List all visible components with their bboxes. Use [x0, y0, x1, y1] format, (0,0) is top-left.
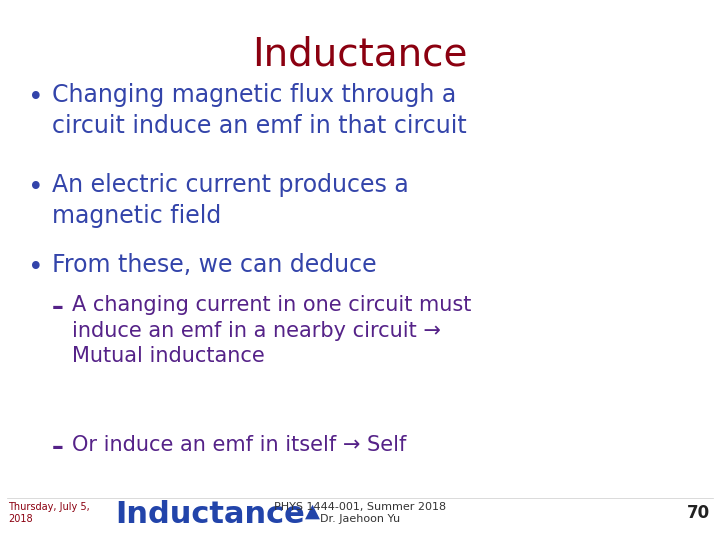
Text: A changing current in one circuit must
induce an emf in a nearby circuit →
Mutua: A changing current in one circuit must i… — [72, 295, 472, 366]
Text: Thursday, July 5,
2018: Thursday, July 5, 2018 — [8, 502, 90, 524]
Text: ▲: ▲ — [305, 502, 320, 521]
Text: •: • — [28, 85, 44, 111]
Text: –: – — [52, 295, 64, 319]
Text: Changing magnetic flux through a
circuit induce an emf in that circuit: Changing magnetic flux through a circuit… — [52, 83, 467, 138]
Text: •: • — [28, 175, 44, 201]
Text: 70: 70 — [687, 504, 710, 522]
Text: –: – — [52, 435, 64, 459]
Text: Inductance: Inductance — [115, 500, 305, 529]
Text: •: • — [28, 255, 44, 281]
Text: An electric current produces a
magnetic field: An electric current produces a magnetic … — [52, 173, 409, 228]
Text: Or induce an emf in itself → Self: Or induce an emf in itself → Self — [72, 435, 406, 455]
Text: From these, we can deduce: From these, we can deduce — [52, 253, 377, 277]
Text: PHYS 1444-001, Summer 2018
Dr. Jaehoon Yu: PHYS 1444-001, Summer 2018 Dr. Jaehoon Y… — [274, 502, 446, 524]
Text: Inductance: Inductance — [252, 35, 468, 73]
